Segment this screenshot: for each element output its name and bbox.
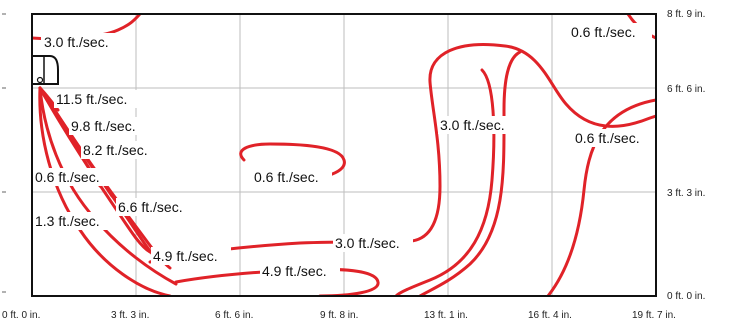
contour-label-6-6: 6.6 ft./sec. <box>118 199 183 215</box>
contour-label-4-9-bottom: 4.9 ft./sec. <box>262 263 327 279</box>
x-tick-0: 0 ft. 0 in. <box>2 310 40 321</box>
y-tick-3: 8 ft. 9 in. <box>667 9 705 20</box>
x-axis-ticks: 0 ft. 0 in. 3 ft. 3 in. 6 ft. 6 in. 9 ft… <box>2 310 676 321</box>
contour-label-9-8: 9.8 ft./sec. <box>71 118 136 134</box>
x-tick-2: 6 ft. 6 in. <box>215 310 253 321</box>
contour-label-3-0-top-left: 3.0 ft./sec. <box>44 34 109 50</box>
contour-label-0-6-left: 0.6 ft./sec. <box>35 169 100 185</box>
contour-labels: 3.0 ft./sec. 0.6 ft./sec. 11.5 ft./sec. … <box>33 23 653 280</box>
contour-fan-extra-b <box>38 86 128 214</box>
left-axis-ticks <box>2 13 6 293</box>
contour-label-3-0-bottom: 3.0 ft./sec. <box>335 235 400 251</box>
x-tick-5: 16 ft. 4 in. <box>528 310 572 321</box>
contour-3-0-main <box>148 43 656 264</box>
contour-0-6-center <box>239 142 346 180</box>
air-conditioner-unit-icon <box>31 55 59 85</box>
contour-label-0-6-top-right: 0.6 ft./sec. <box>571 24 636 40</box>
contour-label-0-6-center: 0.6 ft./sec. <box>254 169 319 185</box>
y-tick-2: 6 ft. 6 in. <box>667 84 705 95</box>
x-tick-4: 13 ft. 1 in. <box>424 310 468 321</box>
x-tick-3: 9 ft. 8 in. <box>320 310 358 321</box>
contour-label-3-0-right: 3.0 ft./sec. <box>440 117 505 133</box>
y-axis-ticks: 8 ft. 9 in. 6 ft. 6 in. 3 ft. 3 in. 0 ft… <box>667 9 705 302</box>
plot-frame <box>31 13 657 297</box>
contour-fan-extra-a <box>38 86 152 254</box>
y-tick-0: 0 ft. 0 in. <box>667 291 705 302</box>
contour-0-6-lower-right <box>546 98 656 296</box>
x-tick-6: 19 ft. 7 in. <box>632 310 676 321</box>
contour-3-0-right <box>394 68 496 296</box>
y-tick-1: 3 ft. 3 in. <box>667 188 705 199</box>
contour-label-1-3: 1.3 ft./sec. <box>35 213 100 229</box>
contour-0-6-right <box>418 50 522 296</box>
contour-label-11-5: 11.5 ft./sec. <box>56 91 127 107</box>
x-tick-1: 3 ft. 3 in. <box>111 310 149 321</box>
gridlines <box>32 14 656 296</box>
contour-label-8-2: 8.2 ft./sec. <box>83 142 148 158</box>
contour-label-0-6-right: 0.6 ft./sec. <box>575 130 640 146</box>
contour-label-4-9-left: 4.9 ft./sec. <box>153 248 218 264</box>
